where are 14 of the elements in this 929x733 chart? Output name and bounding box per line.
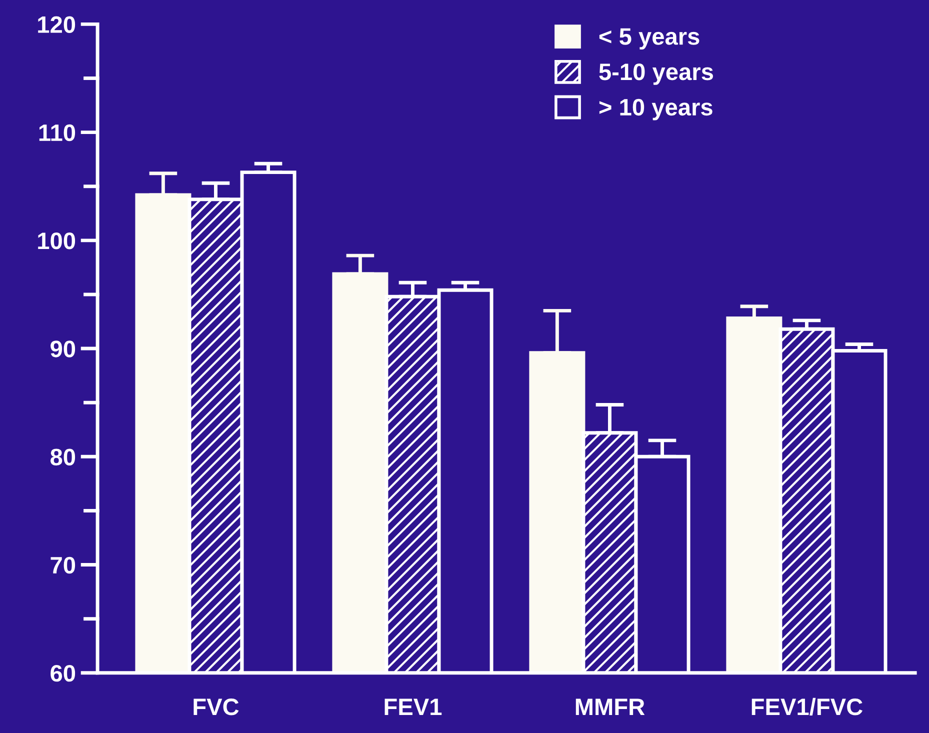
y-tick-label: 120: [38, 16, 76, 33]
x-tick-label: FEV1/FVC: [752, 698, 862, 716]
legend-label: 5-10 years: [599, 64, 713, 85]
y-tick-label: 70: [50, 556, 76, 574]
x-tick-label: FEV1: [384, 698, 442, 716]
x-tick-label: FVC: [194, 698, 239, 716]
legend-label: < 5 years: [599, 28, 700, 50]
legend-label: > 10 years: [599, 98, 712, 120]
y-tick-label: 90: [50, 340, 76, 358]
x-tick-label: MMFR: [576, 698, 645, 716]
y-tick-label: 60: [50, 664, 76, 682]
y-tick-label: 110: [39, 124, 76, 142]
y-tick-label: 100: [38, 232, 76, 250]
y-tick-label: 80: [50, 448, 76, 466]
